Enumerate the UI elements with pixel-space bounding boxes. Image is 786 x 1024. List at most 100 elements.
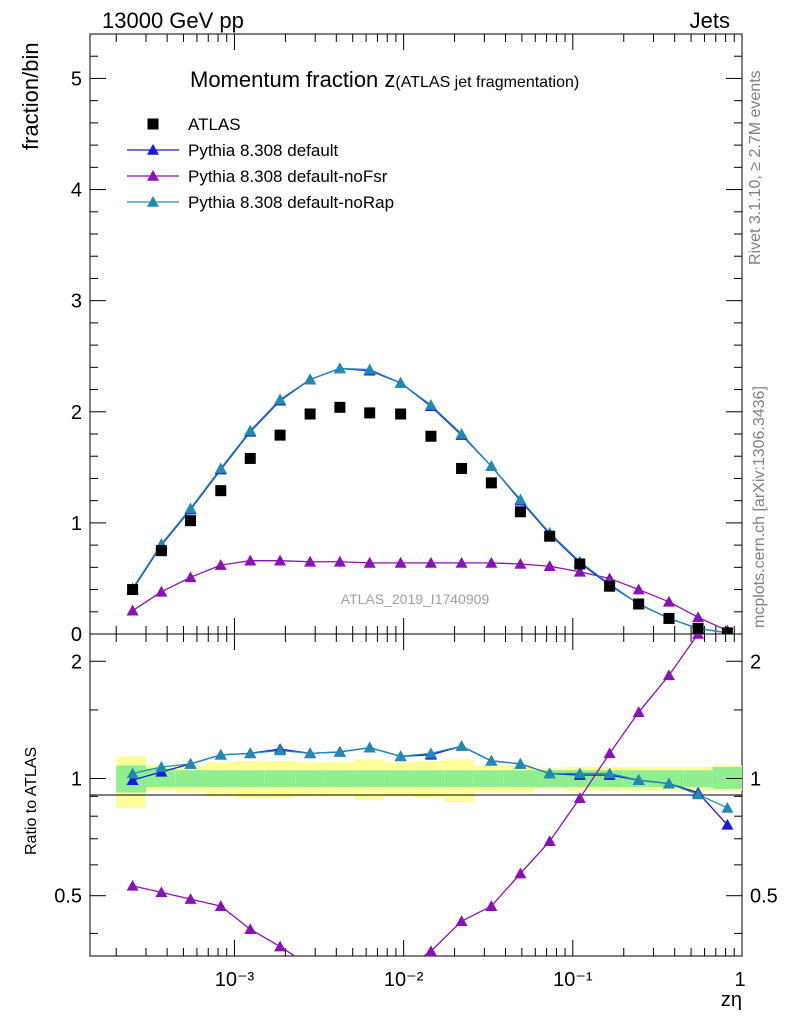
atlas-data-point — [425, 430, 437, 442]
ratio-data-point — [485, 900, 498, 911]
y-tick-label: 4 — [71, 180, 82, 202]
data-point — [543, 560, 556, 572]
y-tick-label: 1 — [71, 513, 82, 535]
legend-marker — [147, 170, 159, 181]
ratio-data-point — [662, 669, 675, 681]
ratio-data-point — [573, 792, 586, 803]
stat-uncertainty-band — [206, 770, 235, 788]
y-tick-label: 0 — [71, 624, 82, 646]
ratio-data-point — [721, 818, 734, 830]
legend-atlas-marker — [147, 118, 159, 130]
x-tick-label: 10⁻¹ — [553, 969, 593, 991]
ratio-data-point — [632, 774, 645, 785]
stat-uncertainty-band — [324, 770, 355, 788]
atlas-data-point — [155, 545, 167, 557]
atlas-data-point — [334, 401, 346, 413]
atlas-data-point — [514, 506, 526, 518]
data-point — [304, 373, 317, 385]
ratio-y-tick-label: 2 — [71, 651, 82, 673]
stat-uncertainty-band — [295, 770, 325, 788]
stat-uncertainty-band — [354, 770, 385, 788]
ratio-data-point — [214, 900, 227, 911]
data-point — [155, 585, 168, 597]
ratio-data-point — [184, 893, 197, 904]
atlas-data-point — [395, 408, 407, 420]
ratio-data-point — [543, 767, 556, 779]
ratio-data-point — [692, 634, 705, 639]
legend-marker — [147, 144, 159, 155]
ratio-data-point — [333, 745, 346, 757]
data-point — [424, 399, 437, 410]
data-point — [333, 362, 346, 374]
x-tick-label: 10⁻² — [384, 969, 424, 991]
atlas-data-point — [364, 407, 376, 419]
stat-uncertainty-band — [503, 770, 535, 788]
plot-title: Momentum fraction z(ATLAS jet fragmentat… — [190, 67, 579, 92]
stat-uncertainty-band — [384, 770, 414, 788]
data-point — [394, 376, 407, 388]
data-point — [485, 460, 498, 472]
stat-uncertainty-band — [413, 770, 445, 788]
ratio-uncertainty-bands — [116, 756, 742, 808]
ratio-data-point — [514, 757, 527, 769]
atlas-data-point — [244, 452, 256, 464]
ratio-data-point — [363, 741, 376, 753]
ratio-data-point — [543, 835, 556, 847]
legend-label: Pythia 8.308 default-noRap — [188, 193, 394, 212]
data-point — [455, 556, 468, 568]
ratio-data-point — [214, 748, 227, 760]
ratio-data-point — [721, 592, 733, 603]
stat-uncertainty-band — [264, 770, 296, 788]
ratio-data-point — [334, 965, 346, 976]
atlas-data-point — [604, 580, 616, 592]
ratio-y-tick-label: 1 — [71, 768, 82, 790]
data-point — [274, 554, 287, 566]
data-point — [424, 556, 437, 568]
ratio-y-axis-label: Ratio to ATLAS — [23, 747, 40, 855]
legend: ATLAS Pythia 8.308 default Pythia 8.308 de… — [127, 115, 394, 212]
data-point — [333, 555, 346, 567]
atlas-data-point — [721, 627, 733, 634]
ratio-data-point — [304, 960, 316, 971]
data-point — [304, 555, 317, 567]
stat-uncertainty-band — [175, 770, 207, 788]
atlas-data-point — [574, 558, 586, 570]
ratio-data-point — [424, 945, 437, 956]
atlas-data-point — [127, 584, 139, 596]
mcplots-label: mcplots.cern.ch [arXiv:1306.3436] — [751, 386, 768, 628]
atlas-data-point — [274, 429, 286, 441]
ratio-data-point — [126, 774, 139, 785]
atlas-data-point — [185, 515, 197, 527]
ratio-y-tick-label-right: 2 — [750, 651, 761, 673]
legend-label: ATLAS — [188, 115, 241, 134]
energy-label: 13000 GeV pp — [102, 8, 244, 33]
data-point — [244, 424, 257, 436]
data-point — [126, 604, 139, 616]
x-tick-label: 10⁻³ — [215, 969, 255, 991]
atlas-data-point — [544, 530, 556, 542]
data-point — [632, 583, 645, 595]
stat-uncertainty-band — [473, 770, 504, 788]
data-point — [214, 559, 227, 570]
ratio-data-point — [126, 879, 139, 891]
ratio-y-tick-label-right: 0.5 — [750, 886, 778, 908]
data-point — [244, 554, 257, 566]
data-point — [455, 428, 468, 439]
ratio-data-point — [662, 777, 675, 789]
atlas-data-point — [304, 408, 316, 420]
plot-title-main: Momentum fraction z — [190, 67, 395, 92]
ratio-data-point — [424, 747, 437, 759]
ratio-data-point — [692, 788, 705, 800]
legend-marker — [147, 196, 159, 207]
y-axis-label: fraction/bin — [18, 42, 43, 150]
y-tick-label: 5 — [71, 68, 82, 90]
ratio-data-point — [514, 867, 527, 879]
ratio-data-point — [304, 747, 317, 759]
data-point — [662, 595, 675, 607]
x-tick-label: 1 — [734, 969, 745, 991]
axis-ticks — [90, 33, 743, 956]
atlas-data-point — [692, 622, 704, 634]
ratio-data-point — [274, 744, 287, 756]
ratio-data-point — [573, 767, 586, 779]
